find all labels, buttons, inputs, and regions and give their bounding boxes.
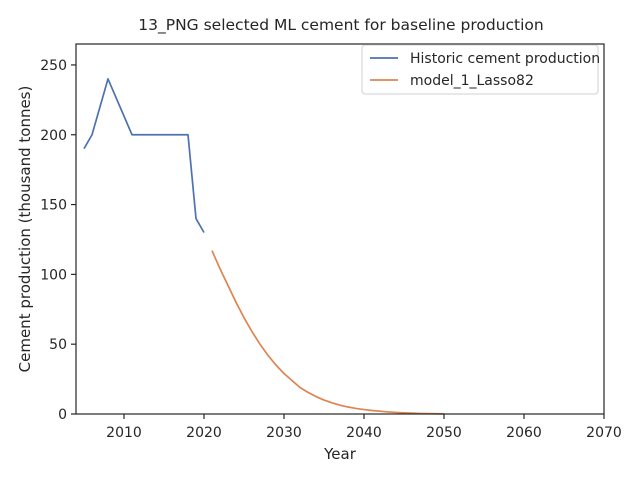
series-layer	[83, 78, 445, 415]
x-axis-title: Year	[323, 445, 357, 463]
y-tick-label-3: 150	[40, 198, 67, 214]
legend-label-1: Historic cement production	[410, 51, 600, 67]
legend: Historic cement production model_1_Lasso8…	[361, 44, 600, 95]
x-tick-label-0: 2010	[106, 425, 142, 441]
x-tick-label-4: 2050	[426, 425, 462, 441]
legend-label-2: model_1_Lasso82	[410, 73, 534, 89]
series-line-2	[211, 250, 445, 415]
y-tick-label-1: 50	[49, 337, 67, 353]
axes-layer: 2010 2020 2030 2040 2050 2060 2070 0 50 100 150 200…	[40, 58, 622, 441]
x-tick-label-3: 2040	[346, 425, 382, 441]
series-line-1	[83, 78, 205, 233]
chart-title: 13_PNG selected ML cement for baseline p…	[138, 16, 543, 35]
x-tick-label-2: 2030	[266, 425, 302, 441]
y-tick-label-4: 200	[40, 128, 67, 144]
y-tick-label-5: 250	[40, 58, 67, 74]
legend-box	[361, 44, 599, 95]
y-tick-label-2: 100	[40, 267, 67, 283]
x-tick-label-6: 2070	[586, 425, 622, 441]
x-tick-label-1: 2020	[186, 425, 222, 441]
y-axis-title: Cement production (thousand tonnes)	[16, 86, 34, 373]
x-tick-label-5: 2060	[506, 425, 542, 441]
plot-frame	[75, 43, 605, 415]
y-tick-label-0: 0	[58, 407, 67, 423]
